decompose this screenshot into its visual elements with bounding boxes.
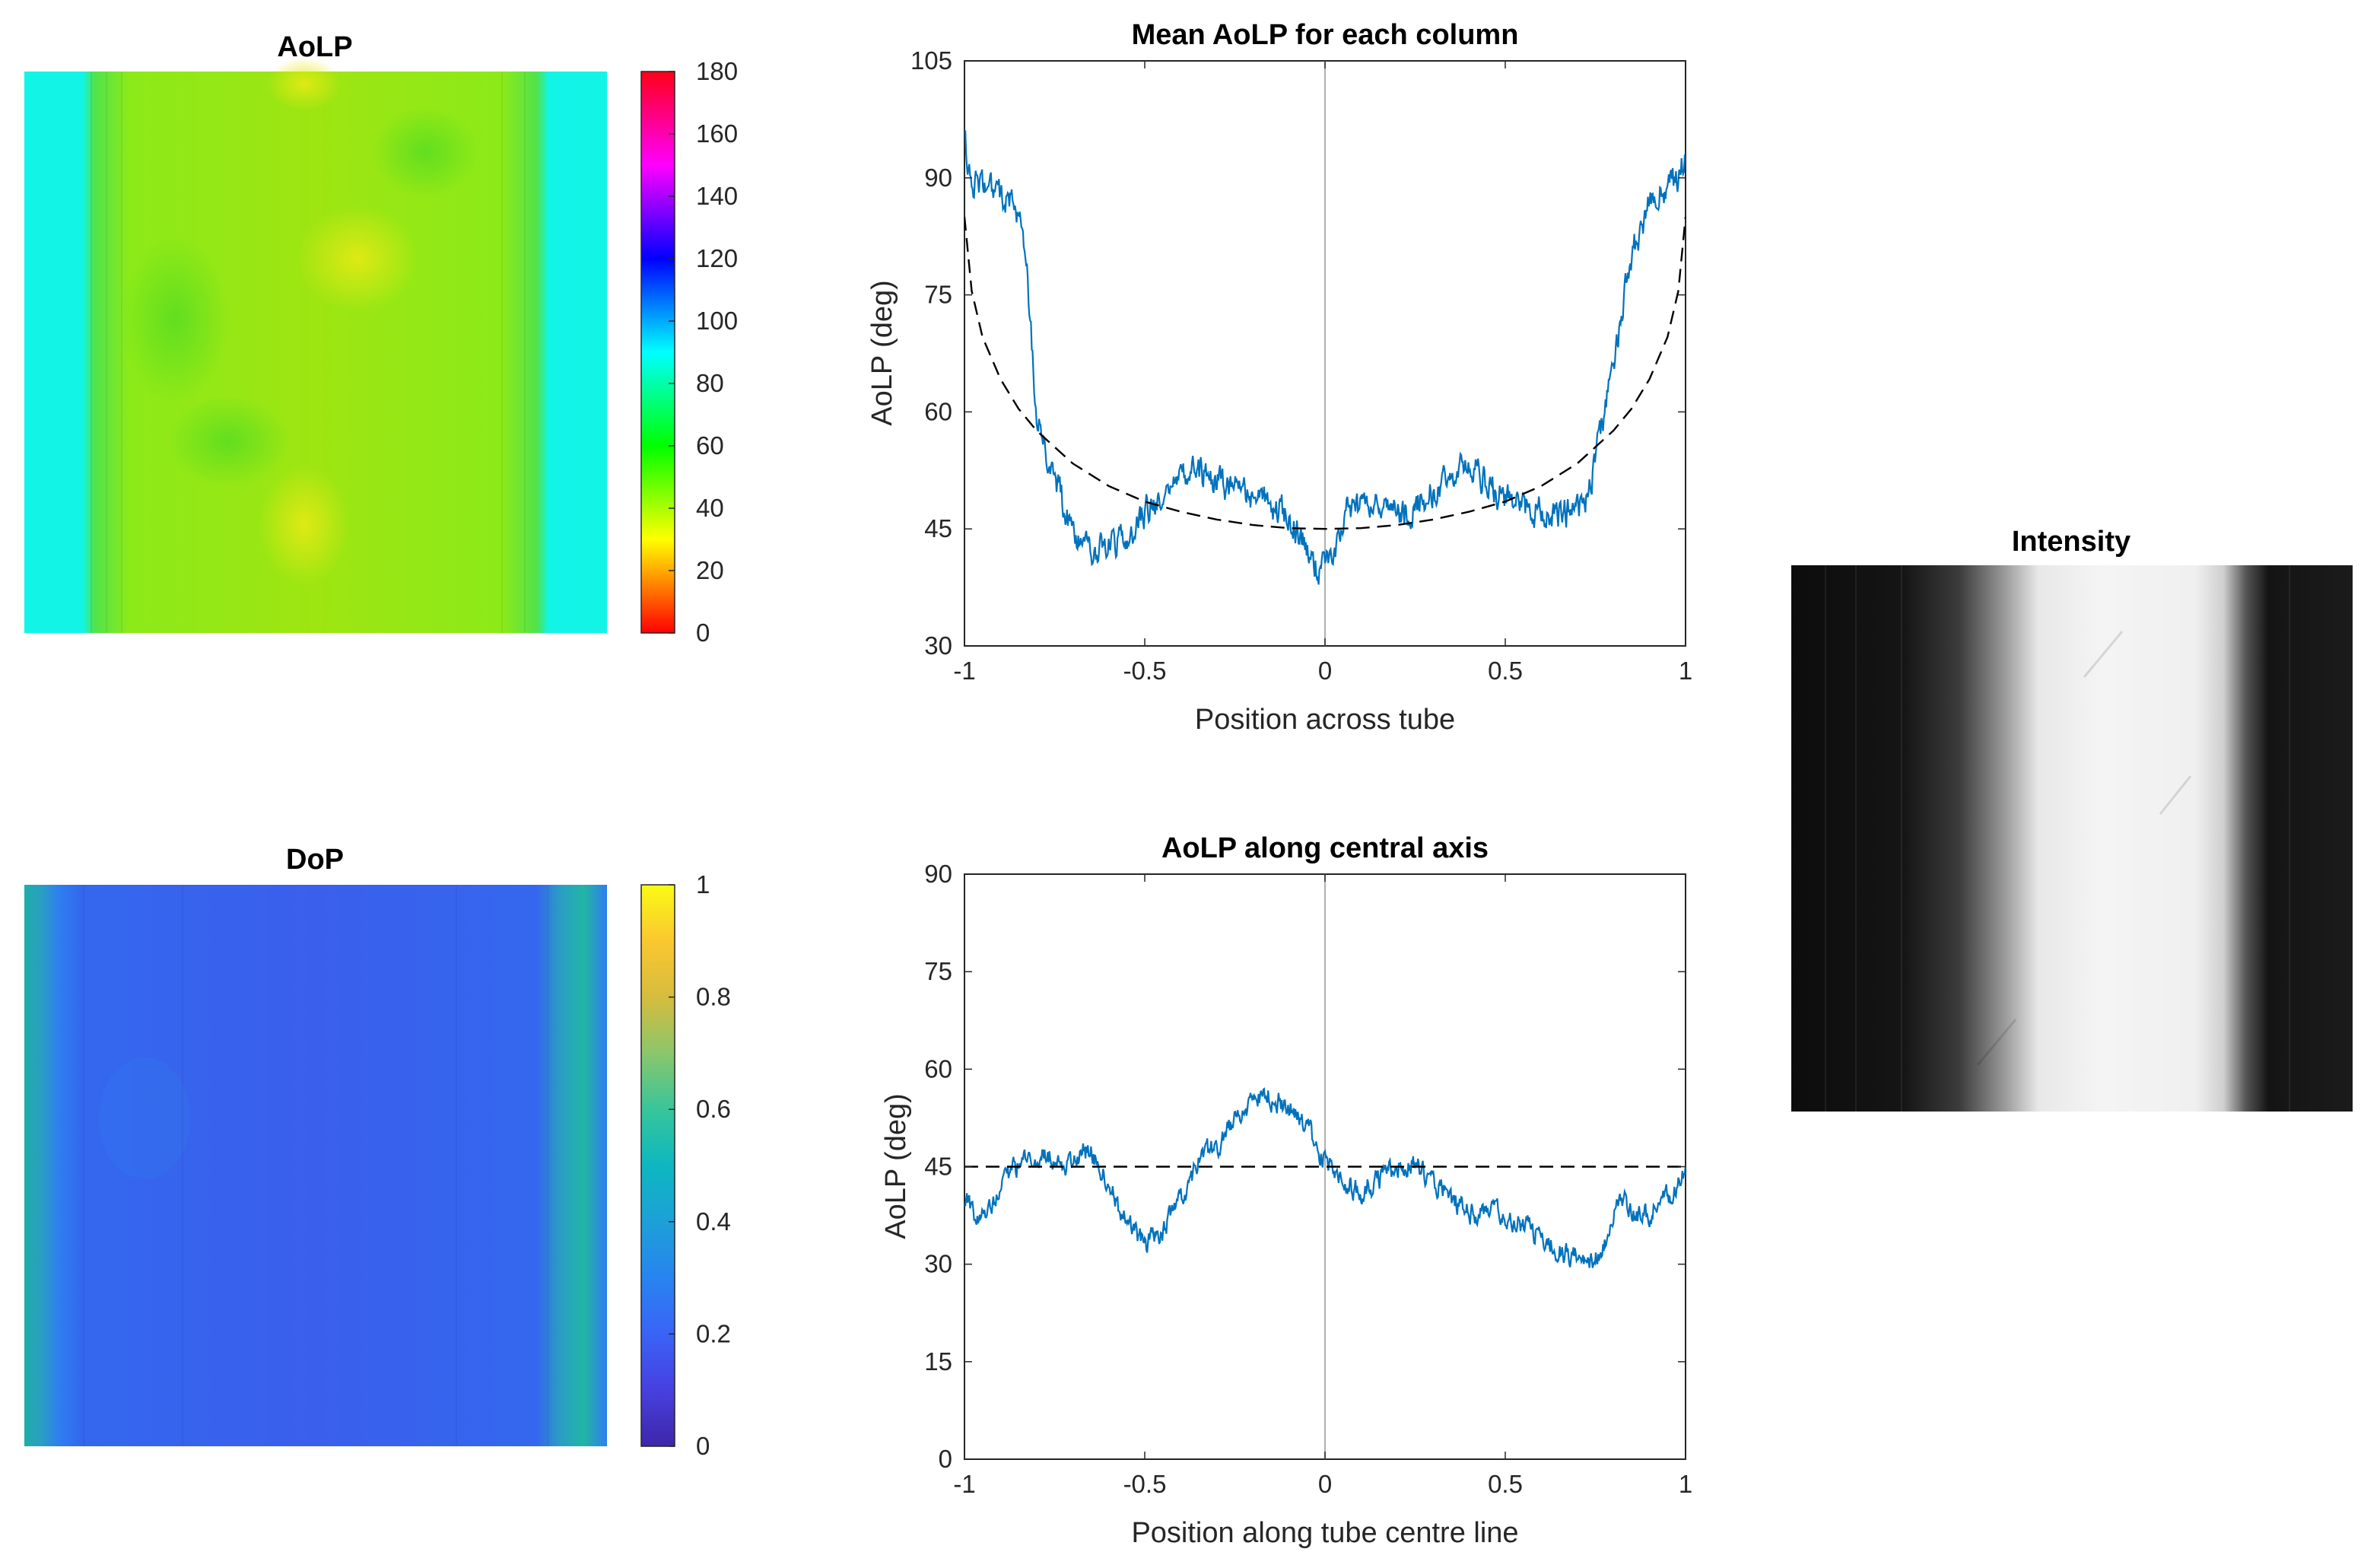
mean-aolp-series-measured-line bbox=[964, 130, 1686, 585]
central-axis-x-tick-label: -0.5 bbox=[1123, 1470, 1167, 1498]
central-axis-chart: AoLP along central axis -1 -0.5 0 0.5 1 0 15 30… bbox=[880, 832, 1692, 1549]
intensity-image bbox=[1791, 565, 2353, 1112]
central-axis-x-tick-label: -1 bbox=[953, 1470, 975, 1498]
aolp-colorbar-tick-label: 80 bbox=[696, 369, 724, 397]
central-axis-title: AoLP along central axis bbox=[1161, 832, 1489, 864]
dop-colorbar-tick-label: 0.6 bbox=[696, 1095, 731, 1123]
mean-aolp-y-tick-label: 60 bbox=[924, 397, 952, 425]
mean-aolp-series-reference-line bbox=[964, 216, 1686, 530]
mean-aolp-xlabel: Position across tube bbox=[1195, 704, 1455, 736]
mean-aolp-y-tick-label: 75 bbox=[924, 281, 952, 309]
aolp-heatmap-panel: AoLP 0 20 40 60 80 100 120 140 160 180 bbox=[24, 31, 738, 647]
central-axis-series-measured-line bbox=[964, 1087, 1686, 1268]
central-axis-y-tick-label: 60 bbox=[924, 1054, 952, 1083]
dop-colorbar-tick-label: 0 bbox=[696, 1432, 710, 1460]
aolp-colorbar-tick-label: 60 bbox=[696, 431, 724, 460]
mean-aolp-y-tick-label: 45 bbox=[924, 514, 952, 542]
central-axis-ylabel: AoLP (deg) bbox=[880, 1093, 912, 1239]
mean-aolp-x-tick-label: 1 bbox=[1679, 657, 1692, 685]
aolp-image bbox=[24, 57, 607, 633]
dop-colorbar: 0 0.2 0.4 0.6 0.8 1 bbox=[640, 870, 731, 1460]
dop-heatmap-panel: DoP 0 0.2 0.4 0.6 0.8 1 bbox=[24, 844, 731, 1460]
mean-aolp-x-tick-label: 0.5 bbox=[1488, 657, 1523, 685]
aolp-colorbar: 0 20 40 60 80 100 120 140 160 180 bbox=[640, 57, 738, 647]
mean-aolp-y-tick-label: 30 bbox=[924, 631, 952, 660]
mean-aolp-y-tick-label: 90 bbox=[924, 164, 952, 192]
aolp-colorbar-tick-label: 180 bbox=[696, 57, 738, 85]
central-axis-x-tick-label: 1 bbox=[1679, 1470, 1692, 1498]
aolp-title: AoLP bbox=[277, 31, 352, 63]
mean-aolp-x-tick-label: -0.5 bbox=[1123, 657, 1167, 685]
intensity-title: Intensity bbox=[2012, 526, 2131, 558]
aolp-colorbar-tick-label: 0 bbox=[696, 619, 710, 647]
aolp-colorbar-tick-label: 120 bbox=[696, 244, 738, 272]
aolp-colorbar-tick-label: 160 bbox=[696, 119, 738, 148]
intensity-panel: Intensity bbox=[1791, 526, 2353, 1112]
mean-aolp-ylabel: AoLP (deg) bbox=[866, 280, 898, 426]
central-axis-x-tick-label: 0 bbox=[1318, 1470, 1332, 1498]
mean-aolp-y-tick-label: 105 bbox=[910, 46, 952, 75]
central-axis-y-tick-label: 15 bbox=[924, 1347, 952, 1376]
dop-image bbox=[24, 885, 607, 1446]
dop-colorbar-tick-label: 0.4 bbox=[696, 1207, 731, 1236]
central-axis-y-tick-label: 0 bbox=[939, 1445, 952, 1473]
aolp-colorbar-tick-label: 20 bbox=[696, 556, 724, 584]
dop-colorbar-tick-label: 1 bbox=[696, 870, 710, 898]
aolp-colorbar-tick-label: 40 bbox=[696, 494, 724, 522]
central-axis-y-tick-label: 45 bbox=[924, 1153, 952, 1181]
central-axis-y-tick-label: 90 bbox=[924, 860, 952, 888]
aolp-colorbar-tick-label: 100 bbox=[696, 307, 738, 335]
central-axis-y-tick-label: 30 bbox=[924, 1250, 952, 1278]
dop-title: DoP bbox=[286, 844, 344, 876]
mean-aolp-title: Mean AoLP for each column bbox=[1132, 19, 1519, 51]
mean-aolp-x-tick-label: 0 bbox=[1318, 657, 1332, 685]
mean-aolp-x-tick-label: -1 bbox=[953, 657, 975, 685]
central-axis-xlabel: Position along tube centre line bbox=[1131, 1517, 1518, 1549]
dop-colorbar-tick-label: 0.2 bbox=[696, 1319, 731, 1347]
dop-colorbar-tick-label: 0.8 bbox=[696, 983, 731, 1011]
central-axis-x-tick-label: 0.5 bbox=[1488, 1470, 1523, 1498]
mean-aolp-chart: Mean AoLP for each column -1 -0.5 0 0.5 1 30 4… bbox=[866, 19, 1692, 736]
aolp-colorbar-tick-label: 140 bbox=[696, 182, 738, 210]
central-axis-y-tick-label: 75 bbox=[924, 957, 952, 985]
